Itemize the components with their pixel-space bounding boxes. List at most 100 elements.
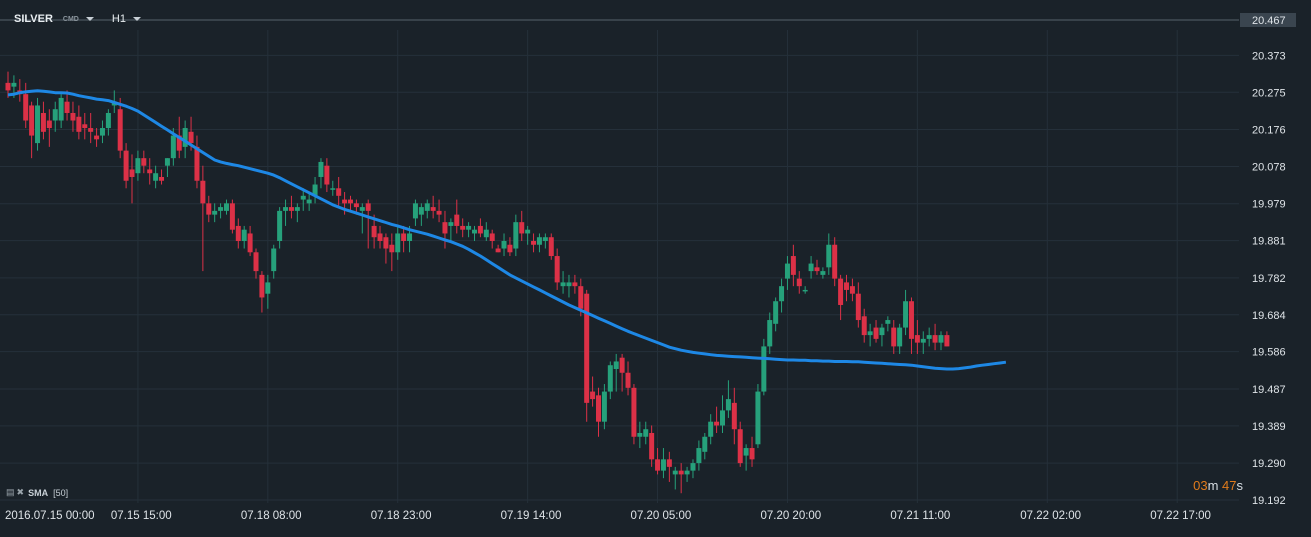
candle[interactable]	[359, 203, 365, 234]
candle[interactable]	[347, 195, 353, 211]
candle[interactable]	[200, 165, 206, 272]
candle[interactable]	[519, 210, 525, 241]
candle[interactable]	[607, 361, 613, 400]
settings-icon[interactable]: ▤	[6, 487, 15, 497]
candle[interactable]	[395, 225, 401, 260]
candle[interactable]	[123, 143, 129, 189]
candle[interactable]	[436, 199, 442, 223]
candle[interactable]	[725, 380, 731, 418]
candle[interactable]	[52, 101, 58, 132]
candle[interactable]	[908, 297, 914, 354]
candle[interactable]	[531, 233, 537, 253]
candle[interactable]	[731, 387, 737, 445]
candle[interactable]	[920, 331, 926, 354]
candle[interactable]	[932, 323, 938, 351]
candle[interactable]	[773, 297, 779, 332]
candle[interactable]	[235, 218, 241, 249]
candle[interactable]	[536, 233, 542, 253]
candle[interactable]	[743, 444, 749, 471]
candle[interactable]	[784, 256, 790, 290]
candle[interactable]	[926, 327, 932, 347]
candle[interactable]	[383, 233, 389, 264]
candle[interactable]	[637, 421, 643, 449]
candle[interactable]	[466, 222, 472, 238]
candle[interactable]	[324, 158, 330, 193]
candle[interactable]	[306, 192, 312, 211]
candle[interactable]	[82, 112, 88, 140]
candle[interactable]	[23, 82, 29, 129]
candle[interactable]	[330, 180, 336, 196]
candle[interactable]	[29, 101, 35, 159]
candle[interactable]	[141, 150, 147, 174]
candle[interactable]	[879, 323, 885, 347]
candle[interactable]	[601, 384, 607, 430]
candle[interactable]	[826, 233, 832, 275]
candle[interactable]	[259, 271, 265, 313]
candle[interactable]	[377, 225, 383, 249]
candle[interactable]	[17, 79, 23, 102]
symbol-selector[interactable]: SILVER CMD	[0, 13, 94, 25]
candle[interactable]	[702, 432, 708, 460]
candle[interactable]	[117, 97, 123, 159]
candle[interactable]	[838, 274, 844, 321]
candle[interactable]	[790, 244, 796, 287]
candle[interactable]	[265, 274, 271, 309]
candle[interactable]	[643, 421, 649, 445]
candle[interactable]	[212, 203, 218, 223]
candle[interactable]	[560, 271, 566, 294]
candle[interactable]	[318, 158, 324, 189]
candle[interactable]	[460, 218, 466, 238]
candle[interactable]	[855, 282, 861, 328]
candle[interactable]	[767, 312, 773, 354]
candle[interactable]	[885, 316, 891, 332]
candle[interactable]	[914, 320, 920, 354]
candle[interactable]	[867, 323, 873, 347]
candle[interactable]	[229, 199, 235, 234]
candle[interactable]	[749, 436, 755, 467]
close-icon[interactable]: ✖	[16, 487, 25, 497]
candle[interactable]	[418, 203, 424, 226]
candle[interactable]	[779, 278, 785, 313]
candle[interactable]	[182, 120, 188, 159]
candle[interactable]	[590, 376, 596, 407]
candle[interactable]	[619, 353, 625, 392]
candle[interactable]	[596, 387, 601, 437]
candle[interactable]	[223, 199, 229, 215]
candle[interactable]	[525, 225, 531, 245]
candle[interactable]	[135, 150, 141, 181]
candle[interactable]	[489, 229, 495, 249]
candle[interactable]	[412, 199, 418, 226]
price-axis[interactable]: 20.467 20.373 20.275 20.176 20.078 19.979 19.8…	[1240, 13, 1296, 507]
candle[interactable]	[861, 308, 867, 343]
candle[interactable]	[300, 188, 306, 211]
candle[interactable]	[70, 101, 76, 132]
candle[interactable]	[164, 158, 170, 177]
candle[interactable]	[58, 94, 64, 129]
candle[interactable]	[159, 169, 165, 185]
candle[interactable]	[277, 207, 283, 249]
candle[interactable]	[129, 154, 135, 204]
candle[interactable]	[844, 274, 850, 302]
candle[interactable]	[720, 395, 726, 433]
candle[interactable]	[655, 448, 661, 475]
candle[interactable]	[147, 158, 153, 185]
candle[interactable]	[897, 323, 903, 354]
candle[interactable]	[584, 289, 590, 422]
candle[interactable]	[944, 331, 950, 347]
candle[interactable]	[40, 101, 46, 140]
candle[interactable]	[572, 274, 578, 294]
candle[interactable]	[288, 195, 294, 219]
candle[interactable]	[389, 233, 395, 272]
candle[interactable]	[696, 440, 702, 471]
candle[interactable]	[253, 248, 259, 279]
candle[interactable]	[283, 199, 289, 226]
time-axis[interactable]: 2016.07.15 00:00 07.15 15:00 07.18 08:00 07…	[5, 510, 1211, 522]
candle[interactable]	[294, 203, 300, 223]
candle[interactable]	[554, 248, 560, 290]
candle[interactable]	[660, 448, 666, 479]
candle[interactable]	[684, 466, 690, 482]
candle[interactable]	[424, 199, 430, 219]
candle[interactable]	[672, 466, 678, 490]
candle[interactable]	[891, 320, 897, 354]
